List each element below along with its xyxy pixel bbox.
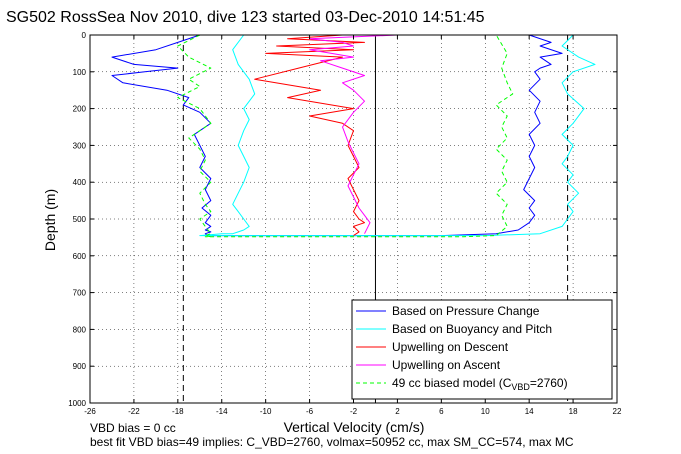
y-tick-label: 700 [73,289,87,298]
y-tick-label: 800 [73,325,87,334]
series-line-2 [199,34,596,237]
y-tick-label: 500 [73,215,87,224]
x-tick-label: -22 [128,407,140,416]
y-tick-label: 1000 [68,399,86,408]
x-tick-label: -14 [216,407,228,416]
series-line-5 [177,34,514,238]
x-tick-label: -6 [306,407,314,416]
legend-box [351,299,613,400]
x-tick-label: 2 [395,407,400,416]
y-tick-label: 600 [73,252,87,261]
y-tick-label: 300 [73,141,87,150]
footer-vbd-bias: VBD bias = 0 cc [90,421,176,435]
y-tick-label: 900 [73,362,87,371]
legend: Based on Pressure Change Based on Buoyanc… [351,299,613,400]
series-line-3 [254,34,365,237]
y-tick-label: 100 [73,68,87,77]
x-axis-label: Vertical Velocity (cm/s) [284,419,425,435]
chart-title: SG502 RossSea Nov 2010, dive 123 started… [6,9,485,26]
series-line-1 [111,34,563,237]
y-axis-ticks: 0 100 200 300 400 500 600 700 800 900 1000 [68,31,617,408]
legend-label-3: Upwelling on Descent [392,340,509,354]
x-tick-label: 10 [481,407,490,416]
legend-label-2: Based on Buoyancy and Pitch [392,322,552,336]
legend-label-4: Upwelling on Ascent [392,358,501,372]
y-tick-label: 200 [73,105,87,114]
x-tick-label: -18 [172,407,184,416]
x-tick-label: -10 [260,407,272,416]
x-tick-label: 18 [569,407,578,416]
legend-label-5: 49 cc biased model (CVBD=2760) [392,376,568,392]
x-tick-label: -2 [350,407,358,416]
series-group [111,34,596,238]
y-tick-label: 0 [82,31,87,40]
x-tick-label: 6 [439,407,444,416]
x-tick-label: 14 [525,407,534,416]
footer-best-fit: best fit VBD bias=49 implies: C_VBD=2760… [90,435,574,449]
x-tick-label: -26 [84,407,96,416]
y-tick-label: 400 [73,178,87,187]
series-line-4 [309,34,398,234]
legend-label-1: Based on Pressure Change [392,304,540,318]
y-axis-label: Depth (m) [42,189,58,251]
x-axis-ticks: -26 -22 -18 -14 -10 -6 -2 2 6 10 14 18 22 [84,35,622,416]
x-tick-label: 22 [613,407,622,416]
